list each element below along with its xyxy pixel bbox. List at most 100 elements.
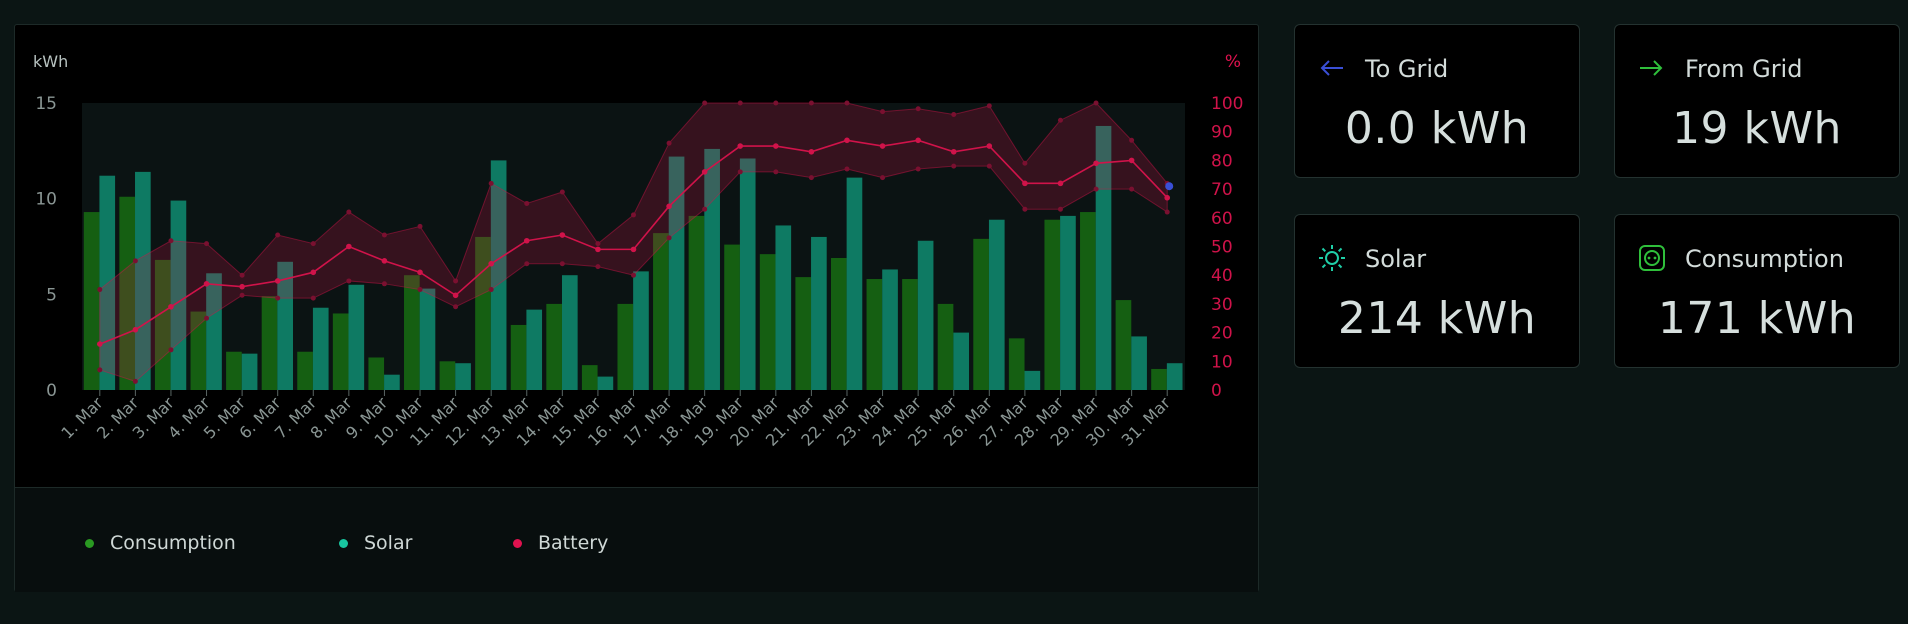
left-tick-label: 0 [46,381,57,401]
consumption-title: Consumption [1685,245,1844,273]
from-grid-value: 19 kWh [1672,103,1842,154]
solar-bar [1166,363,1183,390]
right-tick-label: 30 [1211,295,1233,315]
legend-dot-battery [513,538,522,548]
consumption-bar [119,196,136,390]
consumption-bar [1115,300,1132,390]
battery-max-point [381,232,387,238]
consumption-bar [297,351,313,390]
battery-min-point [559,261,565,267]
battery-min-point [951,163,957,169]
battery-min-point [488,287,494,293]
battery-min-point [844,166,850,172]
battery-max-point [275,232,281,238]
battery-min-point [381,281,387,287]
consumption-bar [653,233,669,390]
consumption-card: Consumption 171 kWh [1614,214,1900,368]
battery-point [666,203,672,210]
battery-min-point [737,169,743,175]
legend-dot-consumption [85,538,94,548]
battery-point [630,246,637,253]
solar-bar [455,363,471,390]
battery-max-point [1093,100,1099,106]
consumption-value: 171 kWh [1657,293,1857,344]
to-grid-title: To Grid [1365,55,1449,83]
solar-bar [633,271,649,390]
right-tick-label: 0 [1211,381,1222,401]
battery-max-point [986,103,992,109]
battery-max-point [1057,117,1063,123]
battery-max-point [773,100,779,106]
consumption-bar [795,277,812,390]
solar-bar [490,160,507,390]
battery-min-point [631,272,636,278]
battery-point [381,258,388,264]
battery-point [96,341,103,347]
battery-min-point [808,175,814,181]
right-tick-label: 80 [1211,151,1233,171]
consumption-bar [439,361,456,390]
solar-bar [953,332,970,390]
legend-item-battery[interactable]: Battery [513,532,608,554]
battery-max-point [168,238,174,244]
battery-min-point [1022,206,1028,212]
battery-point [168,303,174,310]
solar-bar [846,177,863,390]
solar-bar [170,200,187,390]
solar-bar [99,175,116,390]
left-tick-label: 5 [46,285,57,305]
battery-min-point [1129,186,1135,192]
solar-bar [597,376,614,390]
solar-bar [988,219,1005,390]
right-tick-label: 20 [1211,324,1233,344]
arrow-left-icon [1320,60,1343,76]
energy-chart-card: kWh% 0 5 10 15 0 10 20 30 40 50 60 70 80 90 100 1. Mar 2.… [14,24,1259,592]
consumption-bar [190,311,207,390]
right-tick-label: 70 [1211,180,1233,200]
battery-point [844,137,850,144]
solar-bar [704,148,720,390]
battery-min-point [524,261,530,267]
solar-card: Solar 214 kWh [1294,214,1580,368]
consumption-bar [368,357,385,390]
consumption-bar [546,303,562,390]
battery-min-point [666,235,672,241]
battery-max-point [204,241,210,247]
consumption-bar [830,257,847,390]
right-tick-label: 10 [1211,352,1233,372]
battery-point [1022,180,1028,187]
right-tick-label: 40 [1211,266,1233,286]
legend-item-solar[interactable]: Solar [339,532,412,554]
consumption-bar [1008,338,1025,390]
battery-point [986,143,993,149]
consumption-bar [617,303,634,390]
battery-point [1093,160,1099,167]
battery-point [1057,180,1064,187]
consumption-bar [154,259,171,390]
to-grid-value: 0.0 kWh [1344,103,1530,154]
consumption-bar [902,279,918,390]
solar-bar [419,288,436,390]
battery-point [523,237,530,244]
from-grid-title: From Grid [1685,55,1803,83]
left-axis-label: kWh [33,52,68,71]
solar-bar [739,158,756,390]
battery-max-point [844,100,850,106]
battery-max-point [808,100,814,106]
battery-max-point [453,278,459,284]
battery-end-marker [1165,182,1174,191]
battery-max-point [702,100,708,106]
from-grid-card: From Grid 19 kWh [1614,24,1900,178]
consumption-bar [688,215,705,390]
consumption-bar [581,365,598,390]
legend-item-consumption[interactable]: Consumption [85,532,236,554]
solar-value: 214 kWh [1337,293,1537,344]
battery-point [203,281,210,287]
consumption-bar [973,238,989,390]
right-tick-label: 90 [1211,123,1233,143]
battery-min-point [986,163,992,169]
battery-min-point [239,292,245,298]
solar-bar [277,261,293,390]
solar-bar [312,307,329,390]
